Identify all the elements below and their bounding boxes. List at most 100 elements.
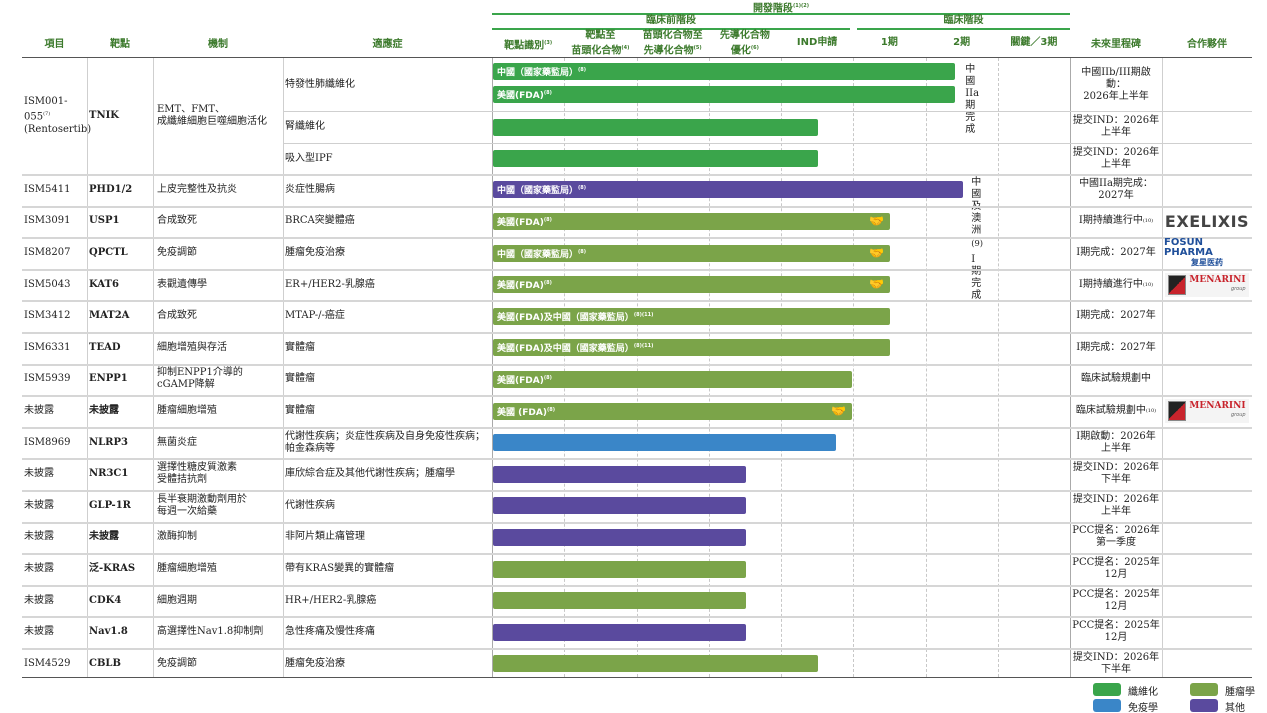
column-divider <box>283 58 284 677</box>
stage-gridline <box>636 58 638 677</box>
milestone: PCC提名：2025年 12月 <box>1072 588 1160 612</box>
mechanism: 細胞週期 <box>157 594 197 606</box>
mechanism: 激酶抑制 <box>157 531 197 543</box>
row-divider <box>22 268 1252 271</box>
milestone: 提交IND：2026年 下半年 <box>1072 462 1160 486</box>
menarini-icon <box>1168 274 1187 295</box>
project-name: ISM3091 <box>22 206 87 238</box>
footnote-ref: (3) <box>544 40 553 46</box>
menarini-text: MENARINI group <box>1189 274 1246 294</box>
legend-label-immunology: 免疫學 <box>1128 703 1158 713</box>
handshake-icon: 🤝 <box>831 403 847 418</box>
project-label: 未披露 <box>24 626 54 638</box>
handshake-icon: 🤝 <box>869 213 885 228</box>
footnote-ref: (8) <box>543 90 552 96</box>
bar-label: 美國(FDA)及中國（國家藥監局）(8)(11) <box>497 311 654 323</box>
milestone: I期持續進行中 (10) <box>1078 215 1154 227</box>
partner-logo: FOSUN PHARMA 复星医药 <box>1164 237 1250 267</box>
project-label: ISM5939 <box>24 373 71 385</box>
indication: 帶有KRAS變異的實體瘤 <box>285 562 395 574</box>
stage-header-5: IND申請 <box>796 37 838 48</box>
target-name: CDK4 <box>89 594 122 606</box>
progress-bar-other <box>493 528 746 546</box>
target-name: Nav1.8 <box>89 626 128 638</box>
bar-label: 美國(FDA)(8) <box>497 216 552 228</box>
footnote-ref: (8) <box>546 406 556 413</box>
legend-swatch-oncology <box>1190 683 1218 696</box>
project-label: 未披露 <box>24 468 54 480</box>
header-divider <box>857 28 1070 30</box>
indication: HR+/HER2-乳腺癌 <box>285 594 377 606</box>
project-label: ISM8969 <box>24 436 71 448</box>
status-note: 中國IIa期完成 <box>965 64 980 135</box>
col-mechanism: 機制 <box>208 39 228 50</box>
row-divider <box>22 490 1252 492</box>
indication: 腎纖維化 <box>285 121 325 132</box>
row-divider <box>22 395 1252 398</box>
row-divider <box>22 521 1252 524</box>
row-divider <box>22 332 1252 334</box>
partner-logo: MENARINI group <box>1164 398 1250 424</box>
column-divider <box>1070 58 1071 677</box>
project-label: ISM4529 <box>24 657 71 669</box>
project-label: ISM3412 <box>24 310 71 322</box>
footnote-ref: (8) <box>543 374 552 381</box>
progress-bar-fibrosis <box>493 118 819 136</box>
project-label: ISM5043 <box>24 278 71 290</box>
indication: ER+/HER2-乳腺癌 <box>285 278 375 290</box>
row-divider <box>22 237 1252 240</box>
footer-rule <box>22 677 1252 678</box>
stage-gridline <box>925 58 927 677</box>
footnote-ref: (10) <box>1142 281 1154 288</box>
stage-gridline <box>853 58 855 677</box>
mechanism: 腫瘤細胞增殖 <box>157 562 217 574</box>
target-name: 泛-KRAS <box>89 562 136 574</box>
legend-label-other: 其他 <box>1225 703 1245 713</box>
project-name: 未披露 <box>22 553 87 585</box>
project-label: 未披露 <box>24 499 54 511</box>
menarini-text: MENARINI group <box>1189 401 1245 420</box>
footnote-ref: (8) <box>543 280 552 287</box>
menarini-name: MENARINI <box>1189 274 1246 285</box>
column-divider <box>87 58 88 677</box>
project-name: ISM6331 <box>22 332 87 364</box>
project-label: 未披露 <box>24 404 54 416</box>
project-name: ISM5411 <box>22 174 87 206</box>
project-name: ISM8969 <box>22 427 87 459</box>
project-name: ISM3412 <box>22 300 87 332</box>
target-name: PHD1/2 <box>89 183 133 195</box>
milestone: 提交IND：2026年 上半年 <box>1072 493 1160 517</box>
progress-bar-immunology <box>493 434 837 452</box>
legend-swatch-other <box>1190 699 1218 712</box>
row-divider <box>22 553 1252 556</box>
milestone: I期啟動：2026年 上半年 <box>1076 430 1156 454</box>
column-divider <box>492 58 493 677</box>
project-name: ISM5939 <box>22 364 87 396</box>
milestone: I期完成：2027年 <box>1076 310 1156 322</box>
legend-swatch-fibrosis <box>1093 683 1121 696</box>
milestone: 提交IND：2026年 上半年 <box>1072 115 1160 138</box>
milestone: 臨床試驗規劃中 <box>1081 373 1151 385</box>
fosun-logo-sub: 复星医药 <box>1191 257 1223 267</box>
target-name: QPCTL <box>89 246 128 258</box>
target-name: KAT6 <box>89 278 119 290</box>
mechanism: 合成致死 <box>157 215 197 227</box>
partner-logo: MENARINI group <box>1164 272 1250 298</box>
project-name: ISM001-055(7) (Rentosertib) <box>22 58 91 174</box>
project-label: ISM5411 <box>24 183 71 195</box>
mechanism: 高選擇性Nav1.8抑制劑 <box>157 626 264 638</box>
row-divider <box>22 458 1252 461</box>
indication: BRCA突變體癌 <box>285 215 355 227</box>
target-name: TNIK <box>89 110 119 121</box>
bar-label: 美國 (FDA)(8) <box>497 406 556 418</box>
footnote-ref: (8)(11) <box>633 343 654 350</box>
header-divider <box>492 13 1070 15</box>
mechanism: 細胞增殖與存活 <box>157 341 227 353</box>
stage-header-3: 苗頭化合物至 先導化合物(5) <box>642 30 703 57</box>
indication: 非阿片類止痛管理 <box>285 531 365 543</box>
row-divider <box>22 584 1252 587</box>
progress-bar-fibrosis <box>493 150 819 167</box>
mechanism: 表觀遺傳學 <box>157 278 207 290</box>
milestone: 中國IIb/III期啟動： 2026年上半年 <box>1081 66 1151 102</box>
